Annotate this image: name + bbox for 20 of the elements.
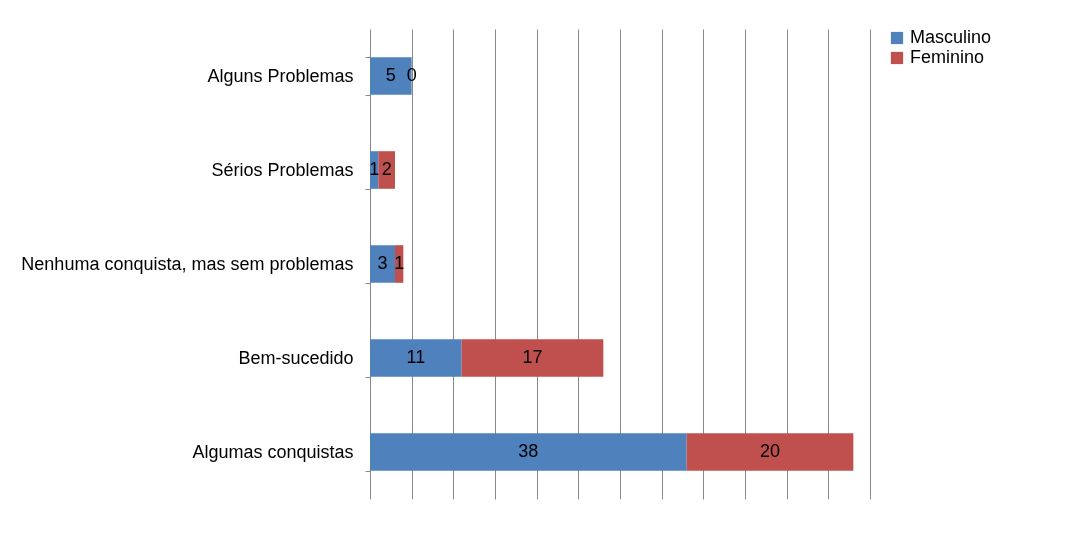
bar <box>370 245 395 283</box>
bar <box>370 339 462 377</box>
legend-label: Masculino <box>910 27 992 47</box>
data-label: 38 <box>518 441 539 461</box>
data-label: 17 <box>522 347 543 367</box>
y-tick-label: Nenhuma conquista, mas sem problemas <box>21 253 354 274</box>
bar <box>461 339 604 377</box>
data-label: 20 <box>759 441 781 461</box>
bar <box>686 433 854 471</box>
data-label: 2 <box>381 159 392 179</box>
data-label: 11 <box>406 347 426 367</box>
y-tick-label: Sérios Problemas <box>211 159 354 180</box>
bar <box>378 151 395 189</box>
y-tick-label: Algumas conquistas <box>192 441 354 462</box>
legend-label: Feminino <box>910 47 985 67</box>
bar <box>370 433 687 471</box>
data-label: 3 <box>377 253 388 273</box>
y-tick-label: Alguns Problemas <box>207 65 354 86</box>
y-tick-label: Bem-sucedido <box>238 347 354 368</box>
data-label: 5 <box>385 65 396 85</box>
